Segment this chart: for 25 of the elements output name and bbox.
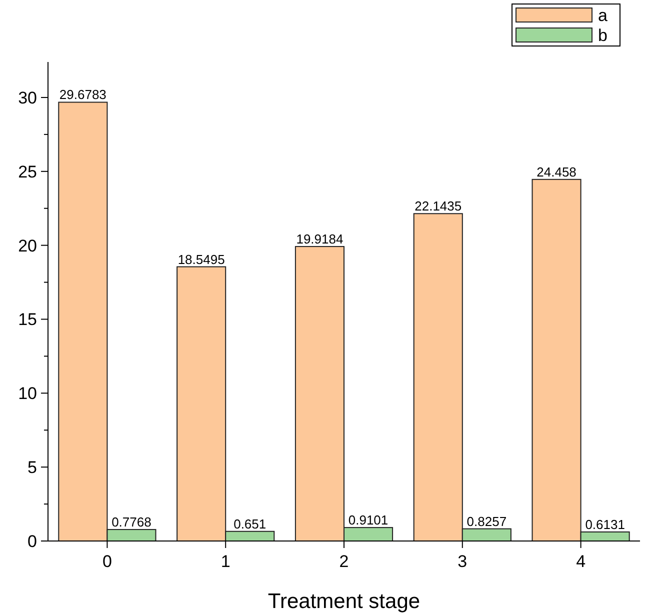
y-tick-label: 15 <box>18 310 37 330</box>
legend-label: b <box>598 26 608 45</box>
y-tick-label: 20 <box>18 236 37 256</box>
data-label: 19.9184 <box>296 232 344 247</box>
data-label: 0.9101 <box>348 512 388 528</box>
data-label: 0.7768 <box>112 514 152 530</box>
data-label: 18.5495 <box>178 252 225 267</box>
y-tick-label: 5 <box>28 458 37 478</box>
x-axis-title: Treatment stage <box>268 590 420 613</box>
x-tick-label: 1 <box>220 552 230 571</box>
data-label: 0.8257 <box>466 514 507 529</box>
x-tick-label: 4 <box>576 552 586 571</box>
x-tick-label: 0 <box>102 552 112 571</box>
data-label: 29.6783 <box>59 87 106 102</box>
x-tick-label: 3 <box>458 552 468 571</box>
legend-label: a <box>598 6 608 25</box>
data-label: 22.1435 <box>414 198 462 214</box>
y-tick-label: 25 <box>18 162 37 182</box>
data-label: 0.651 <box>234 516 266 532</box>
data-label: 0.6131 <box>585 516 625 532</box>
y-tick-label: 30 <box>18 88 37 108</box>
x-tick-label: 2 <box>339 552 349 571</box>
data-label: 24.458 <box>536 164 576 180</box>
y-tick-label: 10 <box>18 384 37 404</box>
y-tick-label: 0 <box>28 532 37 551</box>
